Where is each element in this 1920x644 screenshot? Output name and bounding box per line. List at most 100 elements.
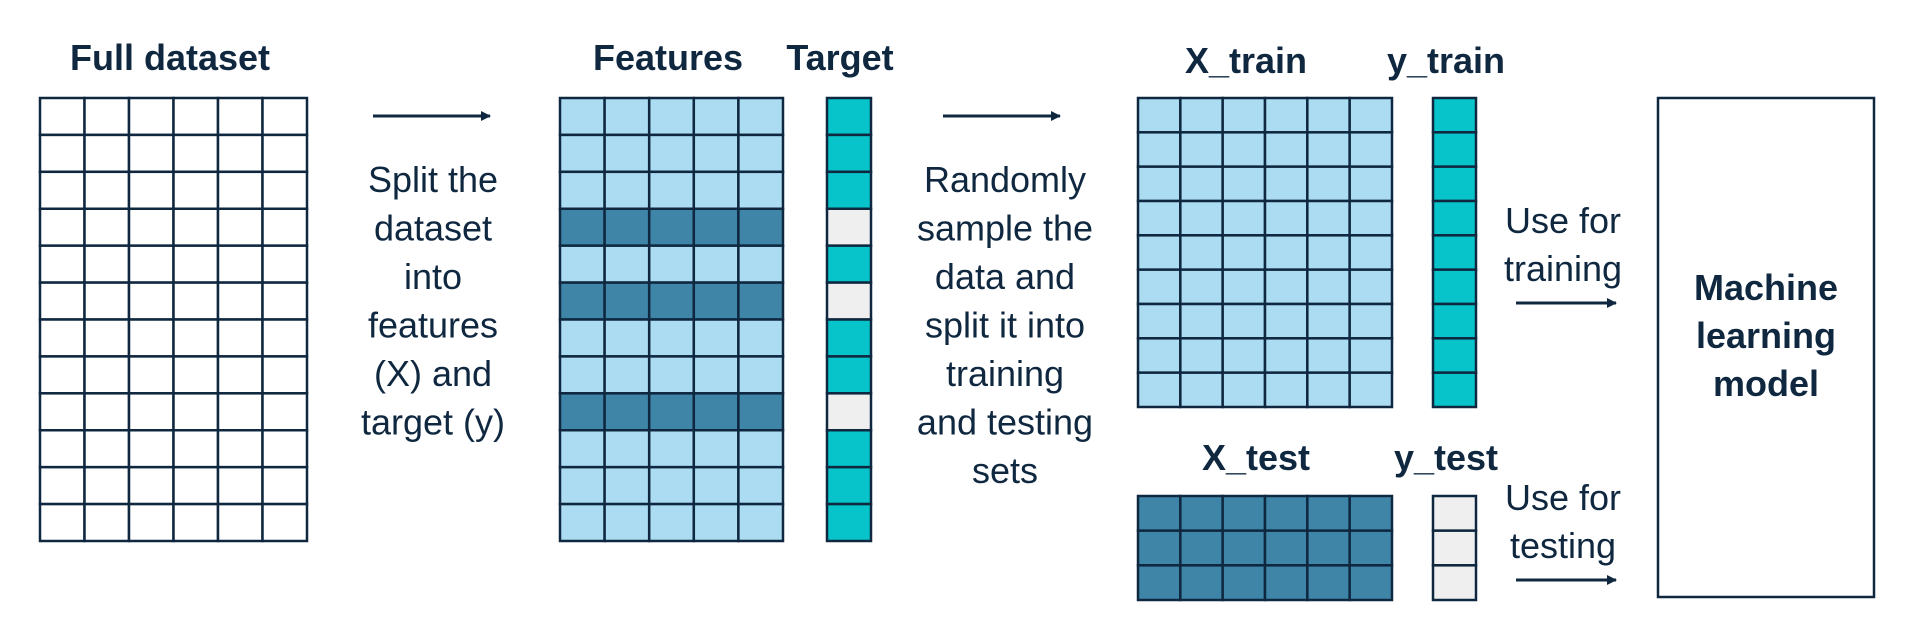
target-cell bbox=[825, 318, 873, 358]
x-train-cell bbox=[1263, 131, 1309, 168]
x-test-cell bbox=[1306, 529, 1351, 567]
x-test-cell bbox=[1348, 529, 1394, 567]
dataset-cell bbox=[172, 429, 220, 469]
dataset-cell bbox=[127, 207, 175, 247]
full-dataset-title: Full dataset bbox=[70, 37, 270, 78]
random-sample-line: split it into bbox=[925, 305, 1085, 346]
x-train-cell bbox=[1221, 96, 1267, 134]
feature-cell bbox=[692, 96, 740, 137]
dataset-cell bbox=[172, 96, 220, 137]
dataset-cell bbox=[261, 502, 309, 543]
feature-cell bbox=[558, 133, 606, 174]
feature-cell bbox=[692, 170, 740, 210]
x-train-cell bbox=[1221, 337, 1267, 374]
feature-cell bbox=[692, 281, 740, 321]
x-train-cell bbox=[1221, 268, 1267, 306]
dataset-cell bbox=[127, 244, 175, 284]
x-train-cell bbox=[1306, 371, 1351, 409]
dataset-cell bbox=[38, 170, 86, 210]
y-test-title: y_test bbox=[1394, 437, 1498, 478]
dataset-cell bbox=[83, 318, 131, 358]
y-train-column bbox=[1431, 96, 1478, 409]
x-train-cell bbox=[1263, 234, 1309, 271]
dataset-cell bbox=[127, 318, 175, 358]
dataset-cell bbox=[83, 281, 131, 321]
dataset-cell bbox=[38, 244, 86, 284]
random-sample-line: and testing bbox=[917, 402, 1093, 443]
feature-cell bbox=[558, 244, 606, 284]
feature-cell bbox=[737, 502, 785, 543]
x-train-cell bbox=[1179, 234, 1224, 271]
feature-cell bbox=[558, 318, 606, 358]
x-test-cell bbox=[1221, 529, 1267, 567]
x-train-cell bbox=[1179, 199, 1224, 237]
x-test-cell bbox=[1348, 564, 1394, 602]
split-features-line: into bbox=[404, 256, 462, 297]
dataset-cell bbox=[216, 170, 264, 210]
feature-cell bbox=[737, 281, 785, 321]
feature-cell bbox=[603, 502, 651, 543]
x-train-cell bbox=[1348, 234, 1394, 271]
use-for-testing-label: Use for testing bbox=[1505, 477, 1621, 566]
dataset-cell bbox=[216, 429, 264, 469]
target-cell bbox=[825, 244, 873, 284]
y-test-cell bbox=[1431, 564, 1478, 602]
dataset-cell bbox=[172, 318, 220, 358]
x-test-cell bbox=[1306, 494, 1351, 532]
dataset-cell bbox=[172, 392, 220, 432]
feature-cell bbox=[692, 465, 740, 506]
dataset-cell bbox=[38, 355, 86, 395]
x-train-cell bbox=[1348, 302, 1394, 340]
feature-cell bbox=[692, 244, 740, 284]
dataset-cell bbox=[83, 170, 131, 210]
feature-cell bbox=[647, 133, 696, 174]
dataset-cell bbox=[172, 281, 220, 321]
y-train-cell bbox=[1431, 337, 1478, 374]
feature-cell bbox=[647, 392, 696, 432]
feature-cell bbox=[692, 133, 740, 174]
dataset-cell bbox=[261, 96, 309, 137]
y-train-cell bbox=[1431, 165, 1478, 203]
dataset-cell bbox=[261, 392, 309, 432]
x-train-cell bbox=[1221, 199, 1267, 237]
y-test-cell bbox=[1431, 494, 1478, 532]
y-test-cell bbox=[1431, 529, 1478, 567]
x-train-grid bbox=[1136, 96, 1394, 409]
x-train-cell bbox=[1263, 371, 1309, 409]
x-train-cell bbox=[1263, 302, 1309, 340]
feature-cell bbox=[558, 96, 606, 137]
target-column bbox=[825, 96, 873, 543]
feature-cell bbox=[647, 207, 696, 247]
feature-cell bbox=[737, 244, 785, 284]
dataset-cell bbox=[172, 133, 220, 174]
dataset-cell bbox=[261, 465, 309, 506]
dataset-cell bbox=[83, 502, 131, 543]
model-line: learning bbox=[1696, 315, 1836, 356]
random-sample-line: training bbox=[946, 353, 1064, 394]
dataset-cell bbox=[83, 355, 131, 395]
use-for-training-line: training bbox=[1504, 248, 1622, 289]
x-train-cell bbox=[1136, 234, 1182, 271]
y-train-cell bbox=[1431, 268, 1478, 306]
x-train-cell bbox=[1348, 337, 1394, 374]
x-test-cell bbox=[1136, 529, 1182, 567]
dataset-cell bbox=[172, 465, 220, 506]
feature-cell bbox=[647, 281, 696, 321]
target-cell bbox=[825, 133, 873, 174]
x-train-title: X_train bbox=[1185, 40, 1307, 81]
x-train-cell bbox=[1136, 199, 1182, 237]
full-dataset-grid bbox=[38, 96, 309, 543]
x-train-cell bbox=[1306, 96, 1351, 134]
dataset-cell bbox=[172, 355, 220, 395]
use-for-testing-line: testing bbox=[1510, 525, 1616, 566]
dataset-cell bbox=[216, 392, 264, 432]
feature-cell bbox=[692, 318, 740, 358]
x-train-cell bbox=[1306, 199, 1351, 237]
x-train-cell bbox=[1136, 96, 1182, 134]
feature-cell bbox=[558, 207, 606, 247]
split-features-line: Split the bbox=[368, 159, 498, 200]
feature-cell bbox=[737, 355, 785, 395]
x-test-cell bbox=[1348, 494, 1394, 532]
feature-cell bbox=[558, 355, 606, 395]
